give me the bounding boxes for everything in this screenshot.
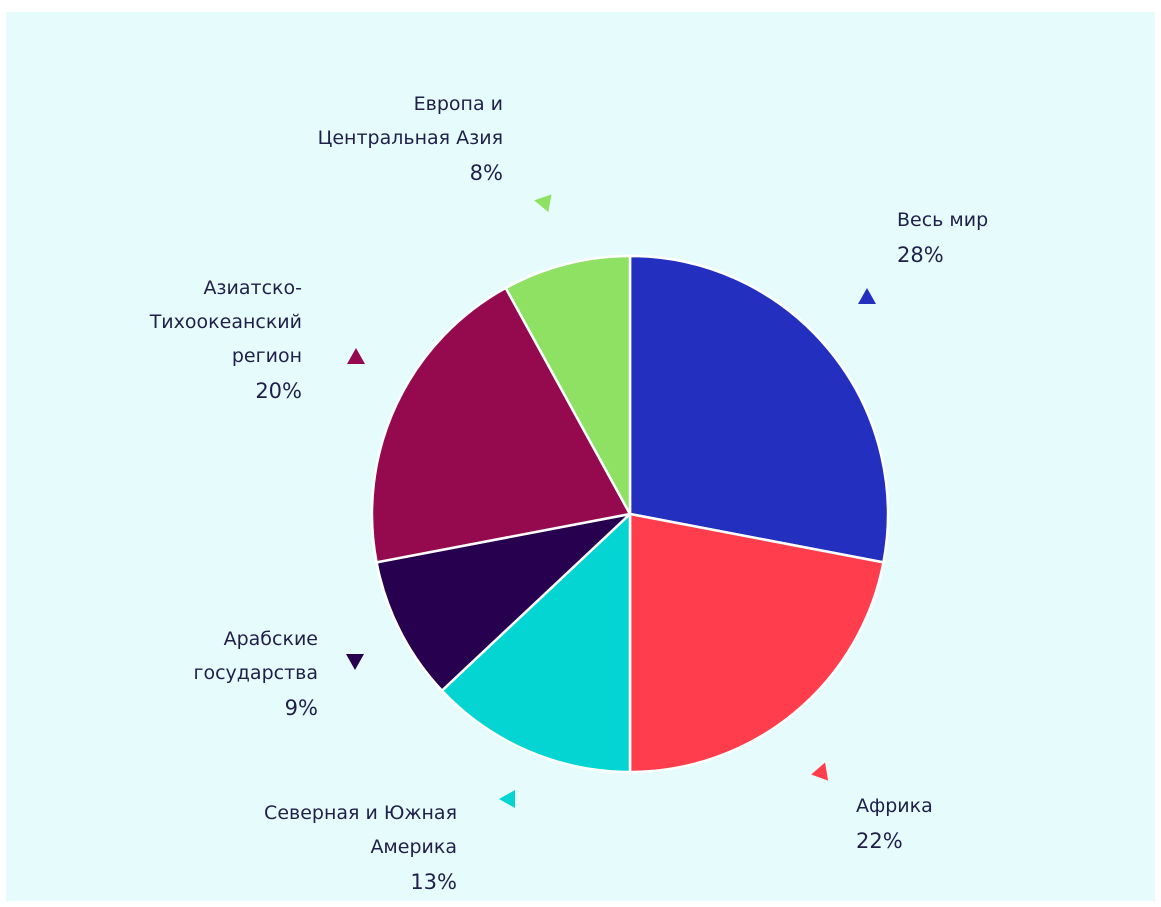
slice-label-2-line-1: Африка xyxy=(856,795,933,817)
slice-label-5-line-3: регион xyxy=(232,345,302,367)
slice-percent-1: 28% xyxy=(897,243,944,267)
slice-label-1-line-1: Весь мир xyxy=(897,209,988,231)
slice-label-6-line-1: Европа и xyxy=(414,93,503,115)
slice-marker-1 xyxy=(858,288,876,304)
pie-slice-3 xyxy=(440,512,632,774)
slice-marker-6 xyxy=(534,194,552,213)
pie-slice-4 xyxy=(375,512,632,692)
slice-label-5-line-1: Азиатско- xyxy=(203,277,302,299)
slice-label-3-line-1: Северная и Южная xyxy=(264,802,457,824)
slice-label-4-line-2: государства xyxy=(194,662,319,684)
slice-marker-4 xyxy=(346,654,364,670)
slices-layer xyxy=(370,254,890,774)
slice-percent-4: 9% xyxy=(285,696,318,720)
pie-slice-5 xyxy=(370,286,632,564)
slice-label-5-line-2: Тихоокеанский xyxy=(149,311,302,333)
slice-percent-2: 22% xyxy=(856,829,903,853)
slice-label-group-4: Арабские государства 9% xyxy=(194,628,319,720)
slice-marker-3 xyxy=(499,790,515,808)
pie-slice-2 xyxy=(628,512,885,774)
pie-slice-1 xyxy=(628,254,890,564)
slice-label-group-6: Европа и Центральная Азия 8% xyxy=(318,93,503,185)
slice-label-group-2: Африка 22% xyxy=(856,795,933,853)
slice-label-3-line-2: Америка xyxy=(370,836,457,858)
slice-marker-5 xyxy=(347,348,365,364)
slice-label-group-1: Весь мир 28% xyxy=(897,209,988,267)
slice-percent-6: 8% xyxy=(470,161,503,185)
markers-layer xyxy=(346,194,876,808)
slice-label-6-line-2: Центральная Азия xyxy=(318,127,503,149)
slice-label-group-3: Северная и Южная Америка 13% xyxy=(264,802,457,894)
slice-marker-2 xyxy=(811,762,829,781)
slice-label-4-line-1: Арабские xyxy=(224,628,318,650)
slice-percent-5: 20% xyxy=(255,379,302,403)
slice-label-group-5: Азиатско- Тихоокеанский регион 20% xyxy=(149,277,302,403)
pie-slice-6 xyxy=(504,254,632,516)
slice-percent-3: 13% xyxy=(410,870,457,894)
labels-layer: Весь мир 28% Африка 22% Северная и Южная Амер… xyxy=(149,93,988,894)
